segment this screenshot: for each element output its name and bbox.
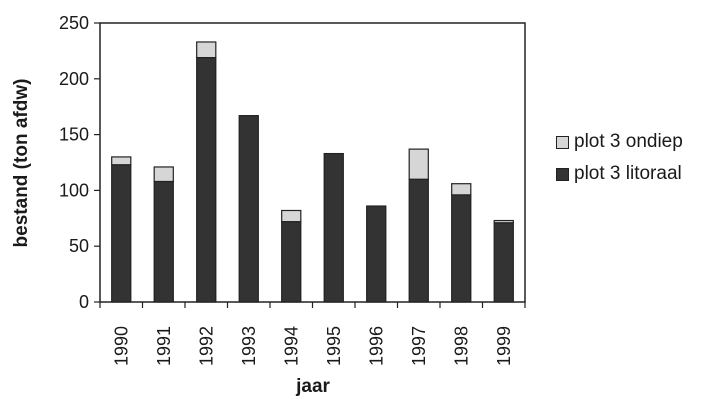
- x-tick-label: 1993: [239, 326, 259, 366]
- bar-litoraal-1991: [153, 180, 174, 303]
- x-tick-label: 1990: [111, 326, 131, 366]
- bar-litoraal-1996: [366, 205, 387, 303]
- y-tick-label: 0: [79, 292, 89, 312]
- x-tick-label: 1996: [366, 326, 386, 366]
- bar-litoraal-1997: [408, 178, 429, 303]
- bars-group: [111, 41, 514, 303]
- legend-swatch-ondiep: [556, 135, 569, 149]
- x-tick-label: 1997: [409, 326, 429, 366]
- x-axis: 1990 1991 1992 1993 1994 1995 1996 1997 1998 1999: [99, 302, 526, 366]
- y-tick-label: 250: [59, 13, 89, 33]
- legend: plot 3 ondiep plot 3 litoraal: [556, 126, 683, 190]
- legend-item-ondiep: plot 3 ondiep: [556, 126, 683, 158]
- y-axis-label: bestand (ton afdw): [11, 79, 32, 248]
- legend-label-litoraal: plot 3 litoraal: [574, 163, 682, 184]
- bar-ondiep-1999: [493, 219, 514, 224]
- y-tick-label: 150: [59, 125, 89, 145]
- bar-ondiep-1992: [196, 41, 217, 59]
- y-tick-label: 50: [69, 236, 89, 256]
- bar-litoraal-1990: [111, 164, 132, 303]
- bar-litoraal-1994: [281, 221, 302, 303]
- bar-litoraal-1992: [196, 56, 217, 303]
- y-tick-label: 200: [59, 69, 89, 89]
- bar-ondiep-1991: [153, 166, 174, 183]
- x-tick-label: 1992: [196, 326, 216, 366]
- bar-litoraal-1998: [451, 194, 472, 303]
- x-axis-label: jaar: [295, 376, 330, 397]
- bar-litoraal-1999: [493, 222, 514, 303]
- legend-label-ondiep: plot 3 ondiep: [574, 131, 683, 152]
- legend-item-litoraal: plot 3 litoraal: [556, 158, 683, 190]
- x-tick-label: 1994: [281, 326, 301, 366]
- x-tick-label: 1991: [154, 326, 174, 366]
- x-tick-label: 1999: [494, 326, 514, 366]
- legend-swatch-litoraal: [556, 167, 569, 181]
- bar-ondiep-1994: [281, 209, 302, 223]
- y-axis: 0 50 100 150 200 250: [59, 13, 100, 312]
- bar-litoraal-1995: [323, 152, 344, 303]
- x-tick-label: 1998: [451, 326, 471, 366]
- bar-ondiep-1990: [111, 156, 132, 166]
- bar-ondiep-1997: [408, 148, 429, 180]
- x-tick-label: 1995: [324, 326, 344, 366]
- y-tick-label: 100: [59, 180, 89, 200]
- bar-litoraal-1993: [238, 115, 259, 303]
- bar-ondiep-1998: [451, 183, 472, 196]
